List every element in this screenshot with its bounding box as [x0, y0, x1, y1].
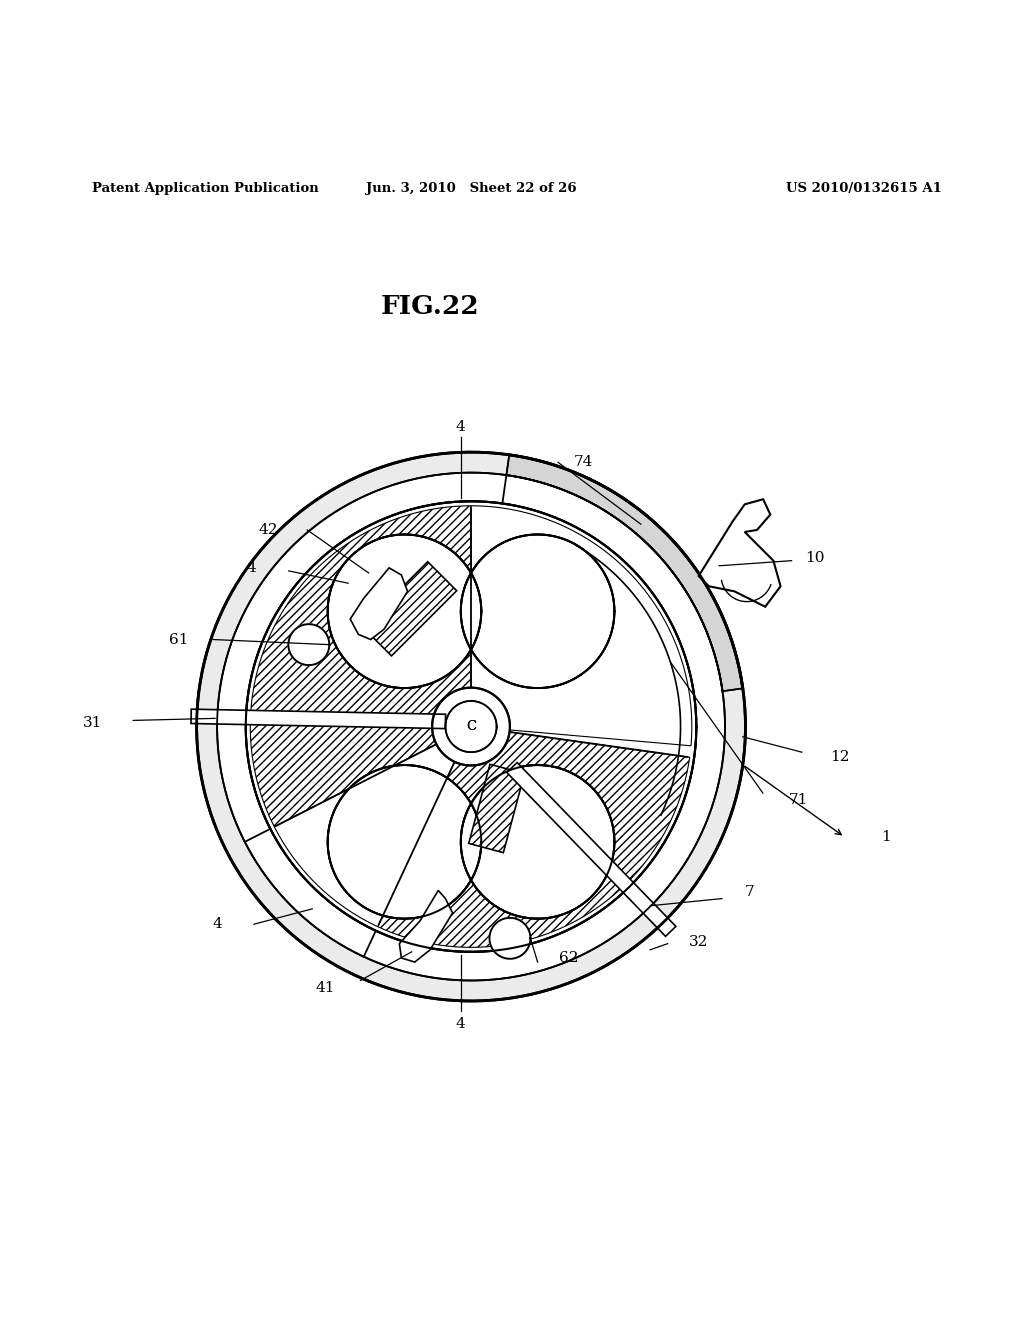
- Text: C: C: [466, 721, 476, 733]
- Text: 74: 74: [574, 455, 593, 470]
- Polygon shape: [190, 709, 445, 729]
- Text: 4: 4: [246, 561, 256, 574]
- Polygon shape: [461, 766, 614, 919]
- Text: US 2010/0132615 A1: US 2010/0132615 A1: [786, 182, 942, 195]
- Polygon shape: [378, 726, 690, 948]
- Text: 71: 71: [790, 793, 808, 808]
- Text: C: C: [466, 721, 476, 733]
- Text: 12: 12: [829, 750, 850, 764]
- Polygon shape: [507, 455, 742, 692]
- Text: 7: 7: [744, 886, 755, 899]
- Polygon shape: [399, 891, 453, 962]
- Polygon shape: [432, 688, 510, 766]
- Polygon shape: [328, 766, 481, 919]
- Text: 4: 4: [456, 420, 466, 433]
- Text: FIG.22: FIG.22: [381, 294, 479, 319]
- Text: Patent Application Publication: Patent Application Publication: [92, 182, 318, 195]
- Polygon shape: [197, 453, 745, 1001]
- Polygon shape: [698, 499, 780, 607]
- Polygon shape: [246, 502, 696, 952]
- Text: 4: 4: [456, 1016, 466, 1031]
- Polygon shape: [471, 506, 692, 746]
- Polygon shape: [328, 535, 481, 688]
- Polygon shape: [507, 763, 676, 936]
- Text: 32: 32: [689, 935, 708, 949]
- Polygon shape: [461, 535, 614, 688]
- Polygon shape: [274, 726, 471, 927]
- Polygon shape: [350, 568, 408, 639]
- Polygon shape: [461, 766, 614, 919]
- Text: 61: 61: [169, 632, 189, 647]
- Text: 1: 1: [881, 830, 891, 845]
- Polygon shape: [197, 453, 745, 1001]
- Polygon shape: [461, 535, 614, 688]
- Text: 4: 4: [212, 917, 222, 931]
- Polygon shape: [328, 766, 481, 919]
- Polygon shape: [362, 562, 457, 656]
- Polygon shape: [469, 764, 524, 853]
- Polygon shape: [289, 624, 330, 665]
- Polygon shape: [250, 506, 471, 826]
- Text: 42: 42: [258, 523, 279, 537]
- Text: 62: 62: [558, 950, 579, 965]
- Text: Jun. 3, 2010   Sheet 22 of 26: Jun. 3, 2010 Sheet 22 of 26: [366, 182, 577, 195]
- Text: 31: 31: [83, 717, 101, 730]
- Polygon shape: [489, 917, 530, 958]
- Polygon shape: [328, 535, 481, 688]
- Text: 10: 10: [805, 550, 825, 565]
- Text: 41: 41: [315, 981, 336, 995]
